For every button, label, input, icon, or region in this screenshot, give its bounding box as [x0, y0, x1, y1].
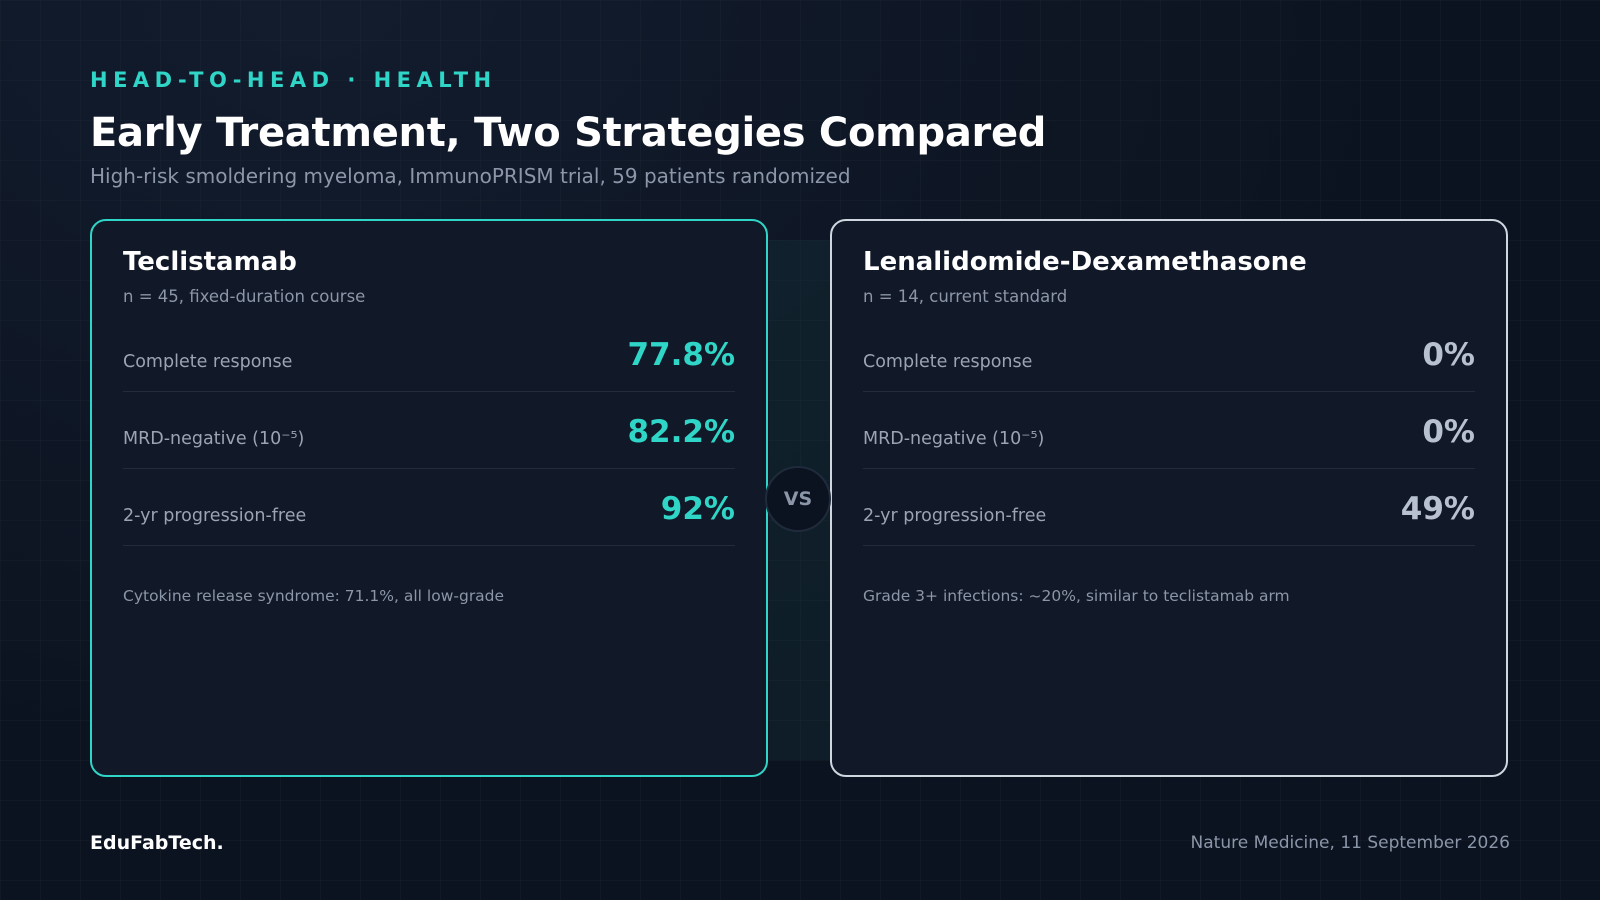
arm-note: Cytokine release syndrome: 71.1%, all lo…: [123, 587, 505, 605]
brand-logo-text: EduFabTech.: [90, 832, 224, 854]
metric-label: MRD-negative (10⁻⁵): [863, 429, 1045, 449]
metric-label: 2-yr progression-free: [123, 506, 307, 526]
metric-label: MRD-negative (10⁻⁵): [123, 429, 305, 449]
metric-row-complete-response: Complete response 77.8%: [123, 315, 735, 392]
metric-row-mrd-negative: MRD-negative (10⁻⁵) 0%: [863, 392, 1475, 469]
metric-value: 0%: [1422, 414, 1475, 450]
arm-name: Teclistamab: [123, 247, 297, 277]
metric-value: 49%: [1400, 491, 1475, 527]
arm-meta: n = 14, current standard: [863, 287, 1068, 306]
metric-value: 0%: [1422, 337, 1475, 373]
metric-value: 92%: [660, 491, 735, 527]
metric-row-progression-free: 2-yr progression-free 92%: [123, 469, 735, 546]
arm-note: Grade 3+ infections: ~20%, similar to te…: [863, 587, 1290, 605]
arm-card-teclistamab: Teclistamab n = 45, fixed-duration cours…: [90, 219, 768, 777]
vs-badge: VS: [765, 466, 831, 532]
metric-value: 82.2%: [627, 414, 735, 450]
metric-label: Complete response: [863, 352, 1033, 372]
metric-row-complete-response: Complete response 0%: [863, 315, 1475, 392]
arm-meta: n = 45, fixed-duration course: [123, 287, 366, 306]
metric-label: Complete response: [123, 352, 293, 372]
arm-name: Lenalidomide-Dexamethasone: [863, 247, 1307, 277]
metric-list: Complete response 0% MRD-negative (10⁻⁵)…: [863, 315, 1475, 546]
page-title: Early Treatment, Two Strategies Compared: [90, 110, 1047, 156]
metric-value: 77.8%: [627, 337, 735, 373]
page-subtitle: High-risk smoldering myeloma, ImmunoPRIS…: [90, 164, 851, 188]
metric-row-progression-free: 2-yr progression-free 49%: [863, 469, 1475, 546]
section-kicker: HEAD-TO-HEAD · HEALTH: [90, 68, 497, 92]
metric-list: Complete response 77.8% MRD-negative (10…: [123, 315, 735, 546]
metric-row-mrd-negative: MRD-negative (10⁻⁵) 82.2%: [123, 392, 735, 469]
metric-label: 2-yr progression-free: [863, 506, 1047, 526]
arm-card-lenalidomide-dexamethasone: Lenalidomide-Dexamethasone n = 14, curre…: [830, 219, 1508, 777]
source-citation: Nature Medicine, 11 September 2026: [1190, 833, 1510, 853]
